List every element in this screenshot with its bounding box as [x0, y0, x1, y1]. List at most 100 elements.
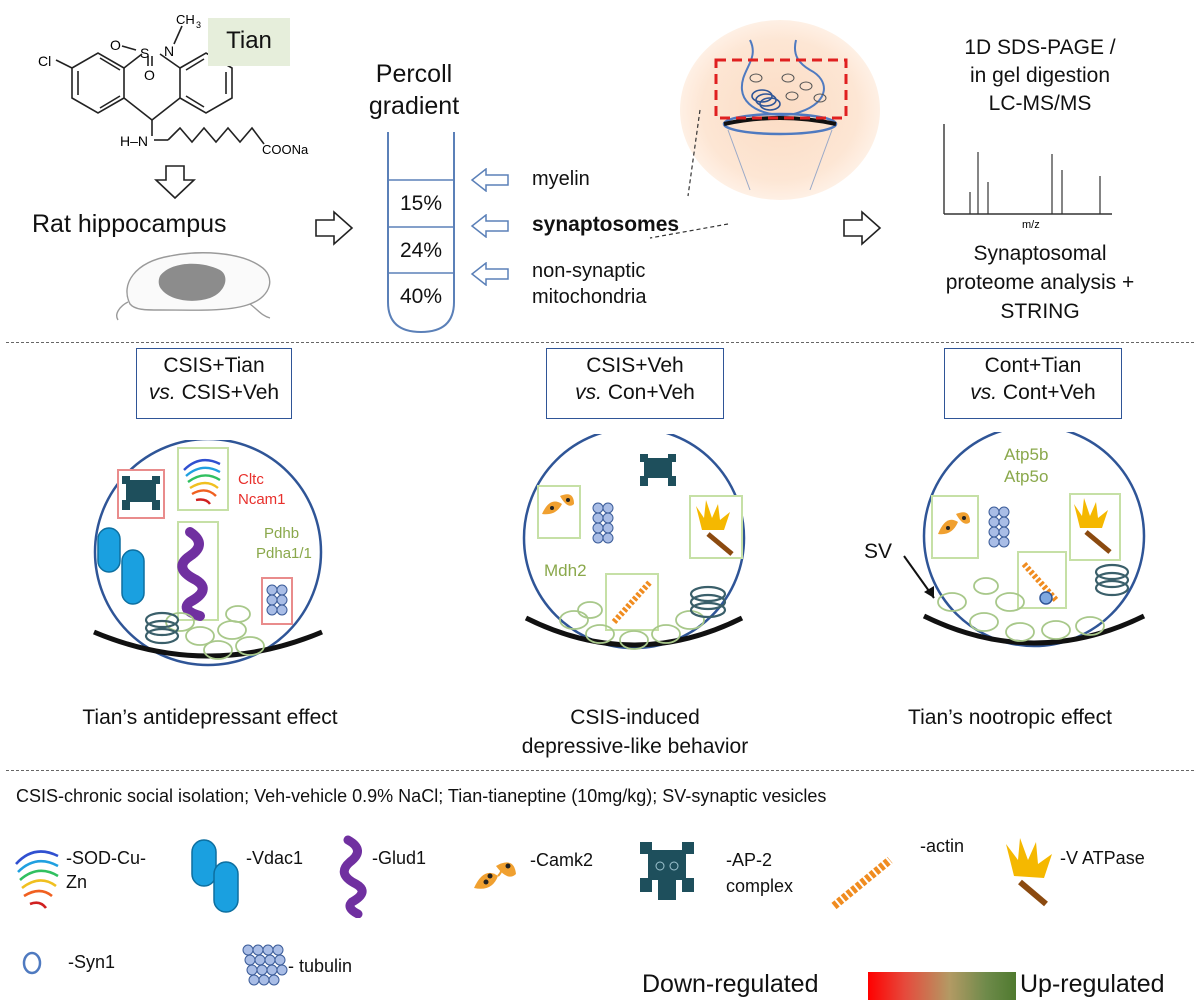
left-arrow-icon: [470, 262, 509, 286]
legend-vatpase: -V ATPase: [1060, 848, 1145, 868]
legend-glud1: -Glud1: [372, 848, 427, 868]
vdac1-icon: [97, 527, 145, 605]
mz-label: m/z: [1022, 219, 1040, 230]
camk2-icon: [542, 494, 574, 515]
camk2-icon: [938, 512, 970, 535]
section-divider: [6, 770, 1194, 771]
label-atp5o: Atp5o: [1004, 467, 1048, 486]
left-arrow-icon: [470, 214, 509, 238]
comparison-2-line1: CSIS+Veh: [586, 354, 684, 377]
rat-hippocampus-label: Rat hippocampus: [32, 210, 227, 238]
comparison-2-line2: vs. Con+Veh: [575, 381, 695, 404]
label-atp5b: Atp5b: [1004, 445, 1048, 464]
legend-tubulin: - tubulin: [288, 956, 353, 976]
tubulin-icon: [988, 506, 1010, 548]
synaptosome-1: Cltc Ncam1 Pdhb Pdha1/1: [93, 440, 323, 667]
chem-n: N: [164, 43, 174, 59]
proteome-line2: proteome analysis +: [945, 271, 1135, 294]
actin-icon: [831, 856, 893, 910]
colorscale-bar: [868, 972, 1016, 1000]
legend-camk2: -Camk2: [530, 850, 594, 870]
percoll-line1: Percoll: [375, 60, 453, 88]
comparison-box-1: CSIS+Tian vs. CSIS+Veh: [136, 348, 292, 419]
label-cltc: Cltc: [238, 471, 264, 488]
comparison-box-3: Cont+Tian vs. Cont+Veh: [944, 348, 1122, 419]
right-arrow-icon: [843, 210, 882, 246]
ap2-complex-icon: [122, 476, 160, 510]
legend-vdac1: -Vdac1: [246, 848, 304, 868]
ap2-complex-icon: [640, 454, 676, 486]
tianeptine-structure-drawing: Cl S O O N CH 3 H–N COONa: [38, 12, 309, 157]
right-arrow-icon: [315, 210, 354, 246]
legend-ap2-line1: -AP-2: [726, 850, 773, 870]
v-atpase-icon: [1074, 498, 1112, 554]
synaptosome-2: Mdh2: [522, 434, 746, 650]
chem-hn: H–N: [120, 133, 148, 149]
comparison-1-line1: CSIS+Tian: [163, 354, 265, 377]
sod-cu-zn-icon: [15, 850, 59, 909]
abbreviations: CSIS-chronic social isolation; Veh-vehic…: [16, 786, 827, 806]
chem-ch3-sub: 3: [196, 20, 201, 30]
brain-sketch-icon: [116, 252, 271, 321]
chem-cl: Cl: [38, 53, 51, 69]
gradient-layer-24: 24%: [399, 239, 443, 262]
tian-label: Tian: [226, 27, 272, 54]
label-pdha: Pdha1/1: [256, 545, 312, 562]
camk2-icon: [474, 862, 516, 889]
tian-label-box: Tian: [208, 18, 290, 66]
synapse-illustration: [714, 39, 848, 191]
caption-1: Tian’s antidepressant effect: [82, 706, 338, 729]
proteome-line3: STRING: [1000, 300, 1080, 323]
gradient-layer-40: 40%: [399, 285, 443, 308]
chem-o2: O: [144, 67, 155, 83]
comparison-3-line2: vs. Cont+Veh: [970, 381, 1096, 404]
ms-spectrum: m/z: [943, 124, 1112, 230]
ap2-complex-icon: [640, 842, 694, 900]
ms-line2: in gel digestion: [969, 64, 1111, 87]
v-atpase-icon: [696, 500, 734, 556]
label-ncam1: Ncam1: [238, 491, 286, 508]
comparison-3-line1: Cont+Tian: [984, 354, 1082, 377]
down-arrow-icon: [153, 165, 197, 200]
caption-2-line1: CSIS-induced: [570, 706, 700, 729]
caption-2-line2: depressive-like behavior: [521, 735, 749, 758]
tianeptine-structure: Cl S O O N CH 3 H–N COONa: [30, 8, 330, 168]
percoll-tube: [387, 132, 455, 334]
sod-cu-zn-icon: [183, 458, 221, 505]
fraction-myelin: myelin: [532, 168, 590, 190]
legend-sod-line1: -SOD-Cu-: [66, 848, 146, 868]
legend-syn1: -Syn1: [68, 952, 116, 972]
fraction-mito-line2: mitochondria: [532, 286, 647, 308]
proteome-line1: Synaptosomal: [973, 242, 1107, 265]
ms-line3: LC-MS/MS: [988, 92, 1092, 115]
chem-coona: COONa: [262, 142, 309, 157]
tubulin-icon: [242, 944, 288, 986]
fraction-mito-line1: non-synaptic: [532, 260, 646, 282]
left-arrow-icon: [470, 168, 509, 192]
label-mdh2: Mdh2: [544, 561, 587, 580]
tubulin-icon: [592, 502, 614, 544]
chem-s: S: [140, 45, 149, 61]
callout-lines: [649, 109, 729, 239]
tubulin-icon: [266, 584, 288, 616]
label-pdhb: Pdhb: [264, 525, 299, 542]
sv-label: SV: [864, 540, 893, 563]
legend-actin: -actin: [920, 836, 965, 856]
synaptosome-3: Atp5b Atp5o: [903, 432, 1146, 648]
fraction-synaptosomes: synaptosomes: [532, 213, 680, 236]
comparison-1-line2: vs. CSIS+Veh: [148, 381, 280, 404]
v-atpase-icon: [1006, 838, 1052, 907]
percoll-line2: gradient: [368, 92, 460, 120]
colorscale-low-label: Down-regulated: [642, 970, 819, 998]
chem-o1: O: [110, 37, 121, 53]
caption-3: Tian’s nootropic effect: [908, 706, 1112, 729]
syn1-icon: [22, 951, 42, 975]
legend-sod-line2: Zn: [66, 872, 88, 892]
comparison-box-2: CSIS+Veh vs. Con+Veh: [546, 348, 724, 419]
glud1-icon: [339, 835, 367, 918]
gradient-layer-15: 15%: [399, 192, 443, 215]
chem-ch3: CH: [176, 12, 195, 27]
ms-line1: 1D SDS-PAGE /: [964, 36, 1116, 59]
colorscale-high-label: Up-regulated: [1020, 970, 1165, 998]
glud1-icon: [177, 527, 208, 621]
